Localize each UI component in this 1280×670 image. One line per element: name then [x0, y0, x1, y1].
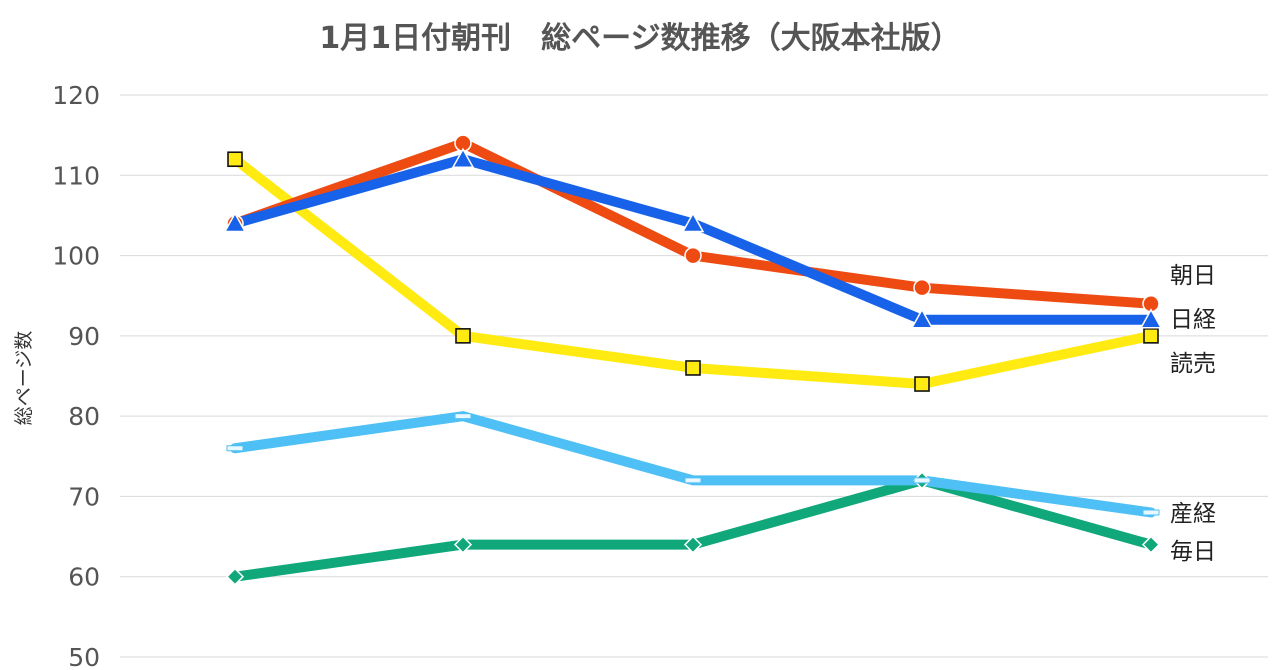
y-tick-label: 60	[68, 563, 100, 592]
series-line-3	[230, 154, 1156, 390]
y-tick-label: 100	[52, 242, 100, 271]
y-tick-labels: 50 60 70 80 90 100 110 120	[52, 81, 100, 670]
data-point-3-1	[227, 151, 243, 168]
series-label-5: 毎日	[1170, 539, 1216, 565]
data-point-2-4	[910, 308, 934, 329]
data-point-2-3	[681, 211, 705, 233]
data-point-5-5	[1141, 535, 1161, 554]
data-point-4-5	[1142, 509, 1160, 516]
data-point-4-2	[454, 413, 472, 420]
data-point-1-3	[684, 246, 702, 265]
series-markers	[223, 134, 1163, 586]
data-point-3-3	[685, 360, 701, 376]
data-point-3-4	[914, 376, 930, 392]
y-tick-label: 80	[68, 402, 100, 431]
data-point-4-3	[684, 477, 702, 484]
y-tick-label: 70	[68, 482, 100, 511]
data-point-3-2	[455, 328, 471, 344]
data-point-5-3	[683, 535, 703, 554]
chart-title: 1月1日付朝刊 総ページ数推移（大阪本社版）	[319, 21, 960, 56]
data-point-2-2	[451, 147, 475, 168]
data-point-5-1	[225, 567, 245, 586]
y-axis-label: 総ページ数	[13, 331, 35, 426]
data-point-5-2	[453, 535, 473, 554]
series-label-2: 日経	[1170, 307, 1216, 333]
data-point-4-1	[226, 445, 244, 452]
data-point-2-5	[1139, 308, 1163, 329]
y-tick-label: 120	[52, 81, 100, 110]
y-tick-label: 50	[68, 643, 100, 670]
data-point-1-4	[913, 278, 931, 297]
series-lines	[230, 138, 1156, 582]
series-label-1: 朝日	[1170, 263, 1216, 289]
series-label-3: 読売	[1170, 351, 1216, 377]
y-tick-label: 90	[68, 322, 100, 351]
series-label-4: 産経	[1170, 501, 1216, 527]
y-tick-label: 110	[52, 161, 100, 190]
data-point-3-5	[1143, 328, 1159, 344]
series-line-4	[230, 411, 1156, 518]
data-point-2-1	[223, 211, 247, 233]
data-point-4-4	[913, 477, 931, 484]
